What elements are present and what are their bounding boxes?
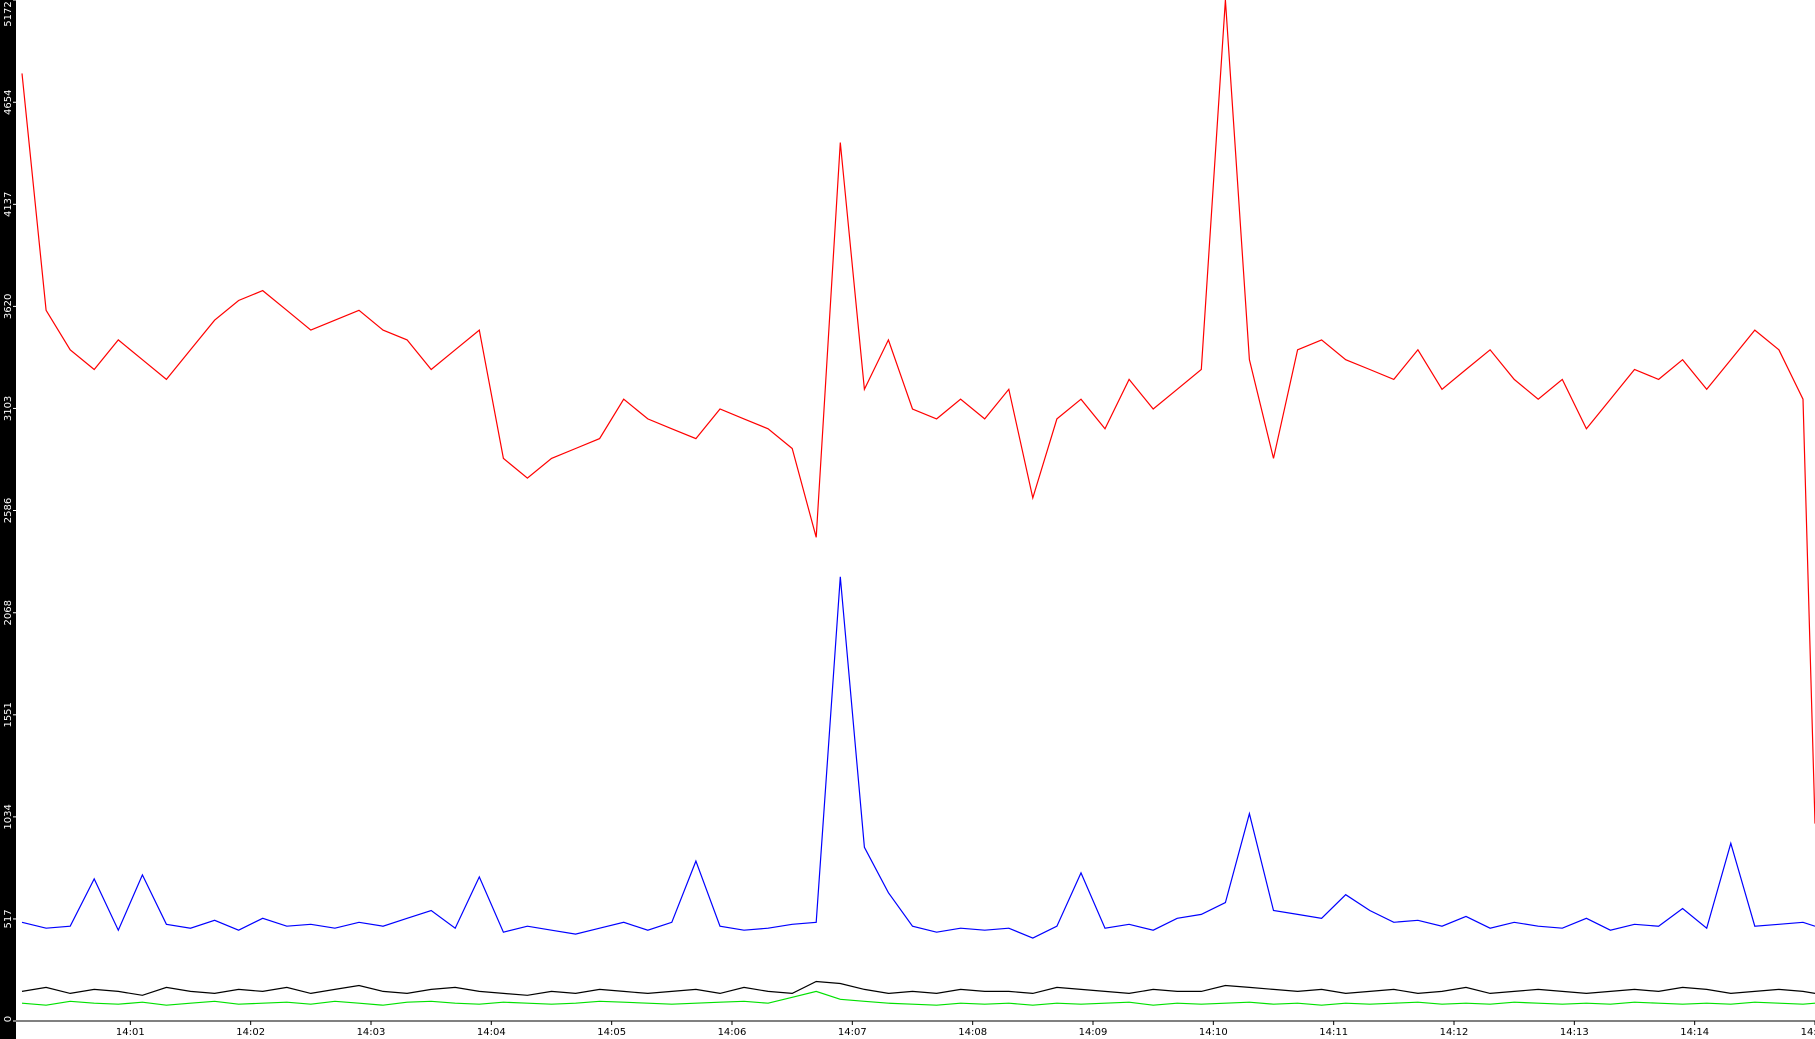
y-tick-label: 0: [3, 1016, 14, 1022]
x-tick-label: 14:03: [357, 1027, 386, 1038]
series-line: [21, 0, 1815, 824]
x-tick-label: 14:15: [1801, 1027, 1815, 1038]
y-tick-label: 5172: [3, 1, 14, 26]
x-tick-label: 14:02: [236, 1027, 265, 1038]
x-tick-label: 14:05: [597, 1027, 626, 1038]
x-tick-label: 14:14: [1680, 1027, 1709, 1038]
y-tick-label: 1034: [3, 804, 14, 829]
y-axis-strip: [0, 0, 16, 1039]
y-tick-label: 3620: [3, 294, 14, 319]
y-tick-label: 2586: [3, 498, 14, 523]
plot-area: [21, 0, 1815, 1006]
y-tick-label: 517: [3, 909, 14, 928]
x-tick-label: 14:06: [718, 1027, 747, 1038]
y-tick-label: 4654: [3, 90, 14, 115]
x-tick-label: 14:07: [838, 1027, 867, 1038]
y-tick-label: 2068: [3, 600, 14, 625]
x-tick-label: 14:12: [1440, 1027, 1469, 1038]
x-tick-label: 14:08: [958, 1027, 987, 1038]
series-line: [21, 980, 1815, 996]
x-tick-label: 14:10: [1199, 1027, 1228, 1038]
x-tick-label: 14:11: [1319, 1027, 1348, 1038]
series-line: [21, 990, 1815, 1006]
x-tick-label: 14:04: [477, 1027, 506, 1038]
x-tick-label: 14:13: [1560, 1027, 1589, 1038]
y-tick-label: 4137: [3, 192, 14, 217]
y-tick-label: 1551: [3, 702, 14, 727]
x-tick-label: 14:09: [1079, 1027, 1108, 1038]
series-line: [21, 576, 1815, 939]
x-tick-label: 14:01: [116, 1027, 145, 1038]
y-tick-label: 3103: [3, 396, 14, 421]
